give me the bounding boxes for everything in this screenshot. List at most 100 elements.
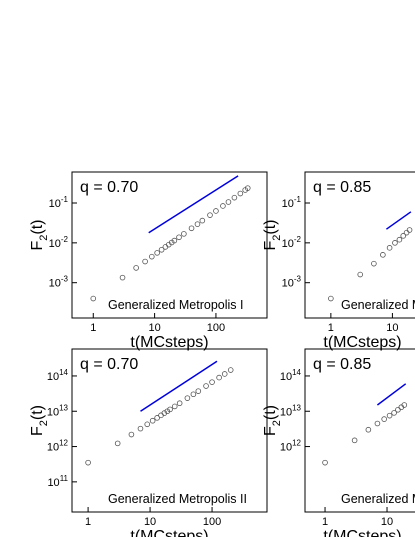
y-label-main: F (262, 241, 279, 251)
y-tick-label: 10-2 (49, 235, 69, 250)
data-point (400, 233, 407, 239)
data-point (386, 412, 393, 419)
y-tick-exponent: -3 (61, 275, 69, 284)
plot-area (85, 360, 234, 466)
data-point (227, 367, 234, 373)
y-tick-exponent: 14 (59, 368, 68, 377)
x-tick-label: 1 (322, 516, 328, 528)
data-point (171, 403, 178, 410)
data-point (386, 245, 393, 251)
data-point (328, 295, 334, 302)
y-tick-exponent: 13 (59, 403, 68, 412)
panel-title: q = 0.85 (313, 179, 371, 196)
y-tick-label: 1011 (47, 474, 68, 489)
plot-area (328, 211, 413, 302)
panel-title: q = 0.85 (313, 356, 371, 373)
data-point (119, 274, 126, 281)
y-tick-exponent: -1 (294, 195, 302, 204)
y-tick-label: 10-3 (282, 275, 302, 290)
y-tick-label: 1014 (280, 368, 302, 383)
y-tick-base: 10 (47, 477, 59, 489)
y-label-sub: 2 (38, 235, 50, 241)
data-point (396, 236, 403, 243)
plot-area (90, 175, 251, 302)
y-tick-label: 1012 (280, 439, 302, 454)
x-tick-label: 1 (90, 322, 96, 334)
y-label-main: F (29, 241, 46, 251)
x-tick-label: 10 (148, 322, 160, 334)
y-tick-base: 10 (282, 278, 294, 290)
data-point (357, 271, 364, 278)
panel-title: q = 0.70 (80, 179, 138, 196)
data-point (244, 185, 251, 191)
y-tick-base: 10 (49, 198, 61, 210)
y-tick-label: 10-1 (282, 195, 302, 210)
data-point (213, 208, 219, 214)
x-axis-label: t(MCsteps) (130, 528, 208, 537)
plot-frame (71, 171, 268, 319)
x-tick-label: 10 (144, 516, 156, 528)
data-point (148, 253, 155, 260)
data-point (207, 212, 213, 218)
data-point (149, 417, 156, 424)
data-point (176, 400, 183, 407)
y-tick-label: 10-1 (49, 195, 69, 210)
y-label-tail: (t) (262, 219, 279, 234)
data-point (351, 437, 358, 444)
data-point (216, 374, 222, 381)
data-point (85, 459, 91, 466)
y-tick-exponent: 11 (60, 474, 69, 483)
y-tick-base: 10 (47, 406, 59, 418)
annotation: Generalized Metropolis I (341, 298, 415, 312)
data-point (194, 221, 201, 227)
data-point (154, 250, 160, 256)
data-point (237, 190, 244, 197)
y-axis-label: F2(t) (29, 219, 50, 250)
y-tick-exponent: 14 (292, 368, 301, 377)
y-tick-base: 10 (282, 198, 294, 210)
data-point (90, 295, 97, 302)
y-tick-label: 1012 (47, 439, 69, 454)
y-tick-base: 10 (47, 442, 59, 454)
x-tick-label: 10 (381, 516, 393, 528)
plot-area (322, 383, 408, 466)
y-label-tail: (t) (29, 219, 46, 234)
data-point (128, 431, 135, 438)
data-point (231, 194, 238, 201)
y-label-main: F (29, 426, 46, 436)
fit-line (148, 175, 239, 234)
data-point (203, 383, 209, 389)
y-tick-exponent: 13 (292, 403, 301, 412)
y-tick-base: 10 (47, 371, 59, 383)
y-tick-label: 1013 (47, 403, 69, 418)
y-tick-base: 10 (280, 406, 292, 418)
plot-frame (304, 171, 415, 319)
data-point (209, 379, 215, 385)
data-point (133, 265, 139, 271)
y-label-sub: 2 (271, 235, 283, 241)
x-tick-label: 100 (203, 516, 221, 528)
plot-frame (304, 348, 415, 513)
data-point (176, 234, 182, 241)
data-point (161, 410, 168, 416)
y-label-main: F (262, 426, 279, 436)
y-tick-label: 1014 (47, 368, 69, 383)
data-point (371, 260, 377, 267)
data-point (144, 421, 151, 428)
data-point (184, 395, 191, 401)
annotation: Generalized Metropolis II (341, 492, 415, 506)
data-point (403, 229, 410, 236)
y-tick-exponent: -3 (294, 275, 302, 284)
data-point (167, 406, 173, 413)
y-tick-base: 10 (49, 238, 61, 250)
y-axis-label: F2(t) (29, 405, 50, 436)
y-tick-exponent: -2 (294, 235, 302, 244)
y-tick-exponent: 12 (292, 439, 301, 448)
data-point (158, 246, 165, 253)
data-point (190, 391, 197, 398)
annotation: Generalized Metropolis II (108, 492, 247, 506)
x-axis-label: t(MCsteps) (323, 334, 401, 351)
data-point (391, 410, 397, 416)
